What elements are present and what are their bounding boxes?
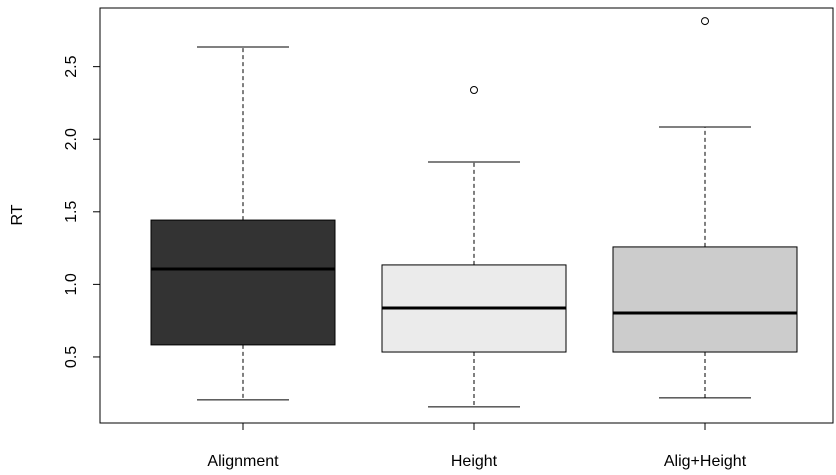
x-tick-label: Alignment xyxy=(207,453,279,470)
plot-frame xyxy=(99,7,834,424)
y-tick-label: 2.5 xyxy=(63,55,80,77)
y-tick-label: 2.0 xyxy=(63,128,80,150)
box xyxy=(150,219,336,346)
box xyxy=(612,246,798,353)
x-tick-label: Height xyxy=(451,453,498,470)
y-tick-label: 1.0 xyxy=(63,273,80,295)
x-tick-label: Alig+Height xyxy=(664,453,747,470)
outlier xyxy=(470,86,478,95)
y-tick-label: 1.5 xyxy=(63,201,80,223)
y-tick-label: 0.5 xyxy=(63,346,80,368)
y-axis-label: RT xyxy=(9,204,26,225)
outlier xyxy=(701,17,709,26)
